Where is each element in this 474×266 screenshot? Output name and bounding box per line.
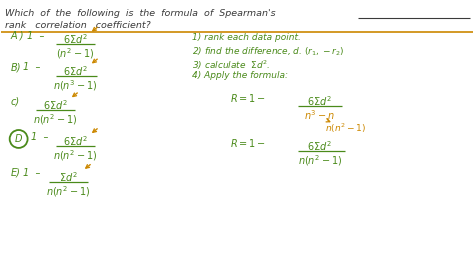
Text: 1  –: 1 – [27,31,44,40]
Text: A ): A ) [11,31,24,40]
Text: $6\Sigma d^2$: $6\Sigma d^2$ [307,139,332,153]
Text: E): E) [11,168,20,178]
Text: 2) find the difference, d. $(r_1,-r_2)$: 2) find the difference, d. $(r_1,-r_2)$ [192,45,344,58]
Text: $n(n^2-1)$: $n(n^2-1)$ [325,122,366,135]
Text: $n(n^2-1)$: $n(n^2-1)$ [53,148,98,163]
Text: $6\Sigma d^2$: $6\Sigma d^2$ [307,94,332,108]
Text: $6\Sigma d^2$: $6\Sigma d^2$ [63,134,88,148]
Text: $n(n^2-1)$: $n(n^2-1)$ [46,184,91,198]
Text: $6\Sigma d^2$: $6\Sigma d^2$ [63,32,88,46]
Text: 1  –: 1 – [31,132,48,142]
Text: $n(n^2-1)$: $n(n^2-1)$ [298,153,342,168]
Text: rank   correlation   coefficient?: rank correlation coefficient? [5,20,150,30]
Text: $6\Sigma d^2$: $6\Sigma d^2$ [63,64,88,78]
Text: 1) rank each data point.: 1) rank each data point. [192,32,301,41]
Text: $R = 1-$: $R = 1-$ [230,92,266,104]
Text: $(n^2-1)$: $(n^2-1)$ [56,47,95,61]
Text: 4) Apply the formula:: 4) Apply the formula: [192,71,288,80]
Text: $n(n^2-1)$: $n(n^2-1)$ [33,112,78,127]
Text: 1  –: 1 – [23,62,40,72]
Text: c): c) [11,96,20,106]
Text: D: D [15,134,22,144]
Text: 3) calculate  $\Sigma d^2$.: 3) calculate $\Sigma d^2$. [192,59,271,72]
Text: $R =  1-$: $R = 1-$ [230,137,266,149]
Text: $6\Sigma d^2$: $6\Sigma d^2$ [43,98,68,112]
Text: 1  –: 1 – [23,168,40,178]
Text: B): B) [11,62,21,72]
Text: Which  of  the  following  is  the  formula  of  Spearman's: Which of the following is the formula of… [5,9,275,18]
Text: $n^3-n$: $n^3-n$ [304,108,335,122]
Text: $\Sigma d^2$: $\Sigma d^2$ [59,170,78,184]
Text: $n(n^3-1)$: $n(n^3-1)$ [53,78,98,93]
